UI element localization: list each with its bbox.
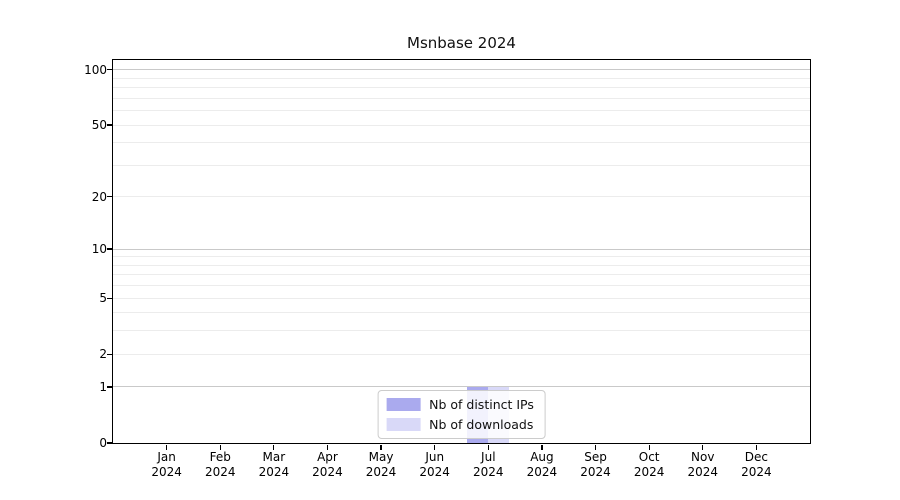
x-tick-label: Mar 2024 xyxy=(258,450,290,479)
x-tick-label: Oct 2024 xyxy=(633,450,665,479)
x-tick-label: Jan 2024 xyxy=(151,450,182,479)
y-tick-label: 2 xyxy=(99,347,107,362)
y-axis-tick xyxy=(106,248,112,250)
legend-swatch-distinct-ips xyxy=(386,398,421,411)
gridline-major xyxy=(113,69,810,71)
gridline-minor xyxy=(113,124,810,126)
x-axis-tick xyxy=(487,444,489,450)
x-tick-label: Aug 2024 xyxy=(526,450,558,479)
x-axis-tick xyxy=(219,444,221,450)
y-axis-tick xyxy=(106,442,112,444)
chart-title: Msnbase 2024 xyxy=(407,34,516,52)
gridline-minor xyxy=(113,110,810,112)
x-axis-tick xyxy=(541,444,543,450)
y-axis-tick xyxy=(106,69,112,71)
gridline-minor xyxy=(113,196,810,198)
y-tick-label: 0 xyxy=(99,436,107,450)
x-axis-tick xyxy=(702,444,704,450)
y-axis-tick xyxy=(106,124,112,126)
legend-label-downloads: Nb of downloads xyxy=(429,417,534,432)
gridline-minor xyxy=(113,285,810,287)
y-tick-label: 1 xyxy=(99,379,107,394)
gridline-minor xyxy=(113,330,810,332)
y-tick-label: 5 xyxy=(99,291,107,306)
y-tick-label: 20 xyxy=(91,189,107,204)
x-tick-label: May 2024 xyxy=(365,450,397,479)
x-axis-tick xyxy=(648,444,650,450)
x-tick-label: Nov 2024 xyxy=(687,450,719,479)
x-axis-tick xyxy=(594,444,597,450)
y-axis-tick xyxy=(106,386,112,388)
y-tick-label: 50 xyxy=(91,118,107,133)
gridline-minor xyxy=(113,297,810,299)
x-axis-tick xyxy=(273,444,275,450)
legend-label-distinct-ips: Nb of distinct IPs xyxy=(429,397,534,412)
x-axis-tick xyxy=(380,444,382,450)
gridline-minor xyxy=(113,97,810,99)
gridline-minor xyxy=(113,256,810,258)
x-axis-tick xyxy=(434,444,436,450)
x-tick-label: Apr 2024 xyxy=(312,450,343,479)
gridline-major xyxy=(113,248,810,250)
gridline-minor xyxy=(113,87,810,89)
x-tick-label: Jun 2024 xyxy=(419,450,450,479)
gridline-minor xyxy=(113,312,810,314)
x-axis-tick xyxy=(326,444,329,450)
x-tick-label: Dec 2024 xyxy=(741,450,772,479)
gridline-major xyxy=(113,386,810,388)
legend-item-distinct-ips: Nb of distinct IPs xyxy=(386,397,534,412)
y-axis-tick xyxy=(106,196,112,198)
x-axis-tick xyxy=(166,444,168,450)
y-tick-label: 100 xyxy=(84,62,107,77)
y-axis-tick xyxy=(106,353,112,355)
y-axis-tick xyxy=(106,297,112,299)
x-axis-tick xyxy=(755,444,757,450)
gridline-minor xyxy=(113,353,810,355)
y-tick-label: 10 xyxy=(91,242,107,257)
x-tick-label: Jul 2024 xyxy=(473,450,504,479)
gridline-minor xyxy=(113,142,810,144)
plot-area: Nb of distinct IPs Nb of downloads 0 1 2 5 1… xyxy=(84,59,811,479)
gridline-minor xyxy=(113,264,810,266)
gridline-minor xyxy=(113,77,810,79)
gridline-minor xyxy=(113,164,810,166)
legend-swatch-downloads xyxy=(386,418,421,431)
gridline-minor xyxy=(113,274,810,276)
x-tick-label: Feb 2024 xyxy=(204,450,236,479)
legend-item-downloads: Nb of downloads xyxy=(386,417,534,432)
legend: Nb of distinct IPs Nb of downloads xyxy=(377,390,546,439)
x-tick-label: Sep 2024 xyxy=(580,450,611,479)
